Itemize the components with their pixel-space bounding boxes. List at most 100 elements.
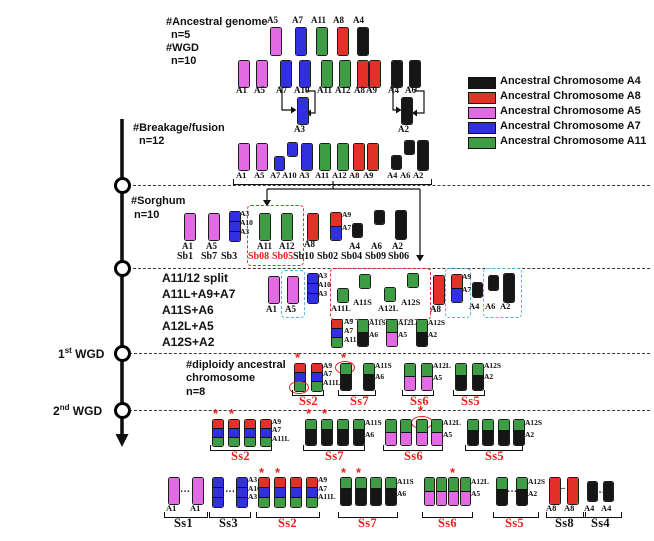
chromosome-segment-A4 — [358, 332, 368, 346]
chromosome-segment-A7 — [307, 487, 317, 497]
duplication-star-icon: * — [213, 406, 219, 421]
chromosome-segment-A11 — [401, 420, 411, 432]
chromosome-segment-A4 — [483, 430, 493, 445]
chromosome-segment-A7 — [296, 28, 306, 55]
chromosome-bar — [587, 481, 598, 502]
chromosome-label: A11S — [397, 477, 414, 486]
chromosome-segment-A5 — [288, 277, 298, 303]
chromosome-bar — [281, 213, 293, 241]
chromosome-label: A1 — [190, 503, 201, 513]
duplication-star-icon: * — [229, 406, 235, 421]
chromosome-bar — [385, 477, 397, 506]
chromosome-segment-A11 — [341, 364, 351, 374]
diploidy-heading-1: #diploidy ancestral — [186, 359, 286, 371]
chromosome-segment-A7 — [237, 497, 247, 507]
chromosome-segment-A8 — [338, 28, 348, 55]
chromosome-segment-A8 — [568, 478, 578, 504]
chromosome-segment-A11 — [417, 320, 427, 332]
chromosome-label: A12L — [398, 318, 416, 327]
chromosome-segment-A11 — [483, 420, 493, 430]
chromosome-label: A9 — [344, 317, 354, 326]
chromosome-segment-A11 — [229, 437, 239, 446]
chromosome-segment-A4 — [375, 211, 384, 224]
chromosome-bar — [384, 287, 396, 302]
arrowhead-icon — [416, 255, 424, 262]
chromosome-segment-A11 — [340, 61, 350, 87]
chromosome-segment-A4 — [341, 374, 351, 390]
chromosome-label: A4 — [387, 170, 398, 180]
chromosome-label: A1 — [266, 304, 277, 314]
chromosome-segment-A11 — [387, 320, 397, 332]
chromosome-label: A10 — [248, 484, 261, 493]
chromosome-segment-A5 — [193, 478, 203, 504]
chromosome-bar — [407, 273, 419, 288]
chromosome-label: A8 — [349, 170, 360, 180]
sorghum-chr-sb02: Sb02 — [317, 251, 339, 262]
chromosome-segment-A11 — [456, 364, 466, 375]
chromosome-segment-A11 — [213, 437, 223, 446]
chromosome-segment-A7 — [275, 487, 285, 497]
blue-dashed-box — [483, 268, 522, 318]
chromosome-label: A3 — [299, 170, 310, 180]
chromosome-segment-A8 — [261, 420, 271, 428]
chromosome-segment-A8 — [434, 276, 444, 304]
chromosome-bar — [319, 143, 331, 171]
chromosome-label: A12S — [428, 318, 446, 327]
sorghum-count: n=10 — [134, 209, 160, 221]
chromosome-label: A7 — [272, 425, 282, 434]
chromosome-label: A3 — [248, 475, 258, 484]
chromosome-bar — [260, 419, 272, 447]
chromosome-bar — [549, 477, 561, 505]
duplication-star-icon: * — [275, 465, 281, 480]
chromosome-label: A6 — [400, 170, 411, 180]
group-bracket — [402, 390, 434, 396]
chromosome-segment-A7 — [213, 497, 223, 507]
chromosome-bar — [603, 481, 614, 502]
chromosome-segment-A7 — [331, 226, 341, 240]
sorghum-chr-sb3: Sb3 — [221, 251, 238, 262]
wgd2-group-ss2: Ss2 — [231, 449, 250, 463]
chromosome-segment-A4 — [473, 375, 483, 390]
chromosome-label: A11 — [257, 241, 273, 251]
wgd2-group-ss6: Ss6 — [404, 449, 423, 463]
blue-dashed-box — [281, 270, 305, 318]
chromosome-bar — [299, 60, 311, 88]
chromosome-segment-A4 — [354, 429, 364, 445]
chromosome-bar — [455, 363, 467, 391]
chromosome-label: A11S — [353, 297, 372, 307]
stage-divider-3 — [129, 353, 650, 354]
chromosome-label: A11L — [318, 492, 336, 501]
chromosome-label: A8 — [304, 239, 315, 249]
chromosome-label: A5 — [398, 330, 408, 339]
chromosome-segment-A7 — [288, 143, 297, 156]
stage-divider-4 — [129, 410, 650, 411]
chromosome-segment-A8 — [291, 478, 301, 487]
chromosome-label: A3 — [318, 271, 328, 280]
chromosome-segment-A8 — [295, 364, 305, 372]
chromosome-segment-A4 — [392, 61, 402, 87]
chromosome-segment-A5 — [269, 277, 279, 303]
chromosome-segment-A11 — [282, 214, 292, 240]
timeline-node-2 — [114, 260, 131, 277]
chromosome-segment-A11 — [499, 420, 509, 430]
chromosome-label: A4 — [601, 503, 612, 513]
chromosome-label: A8 — [333, 15, 344, 25]
chromosome-segment-A7 — [452, 288, 462, 302]
chromosome-label: A10 — [240, 218, 253, 227]
chromosome-label: A6 — [369, 330, 379, 339]
chromosome-segment-A4 — [499, 430, 509, 445]
chromosome-label: A2 — [484, 372, 494, 381]
chromosome-bar — [369, 60, 381, 88]
sorghum-chr-sb7: Sb7 — [201, 251, 218, 262]
chromosome-bar — [287, 276, 299, 304]
fusion-product-a3: A3 — [294, 124, 305, 134]
chromosome-label: A8 — [564, 503, 575, 513]
chromosome-bar — [339, 60, 351, 88]
chromosome-segment-A7 — [308, 274, 318, 283]
chromosome-bar — [496, 477, 508, 506]
chromosome-segment-A8 — [307, 478, 317, 487]
chromosome-label: A4 — [353, 15, 364, 25]
chromosome-label: A1 — [166, 503, 177, 513]
chromosome-segment-A8 — [312, 364, 322, 372]
chromosome-segment-A11 — [371, 478, 381, 488]
